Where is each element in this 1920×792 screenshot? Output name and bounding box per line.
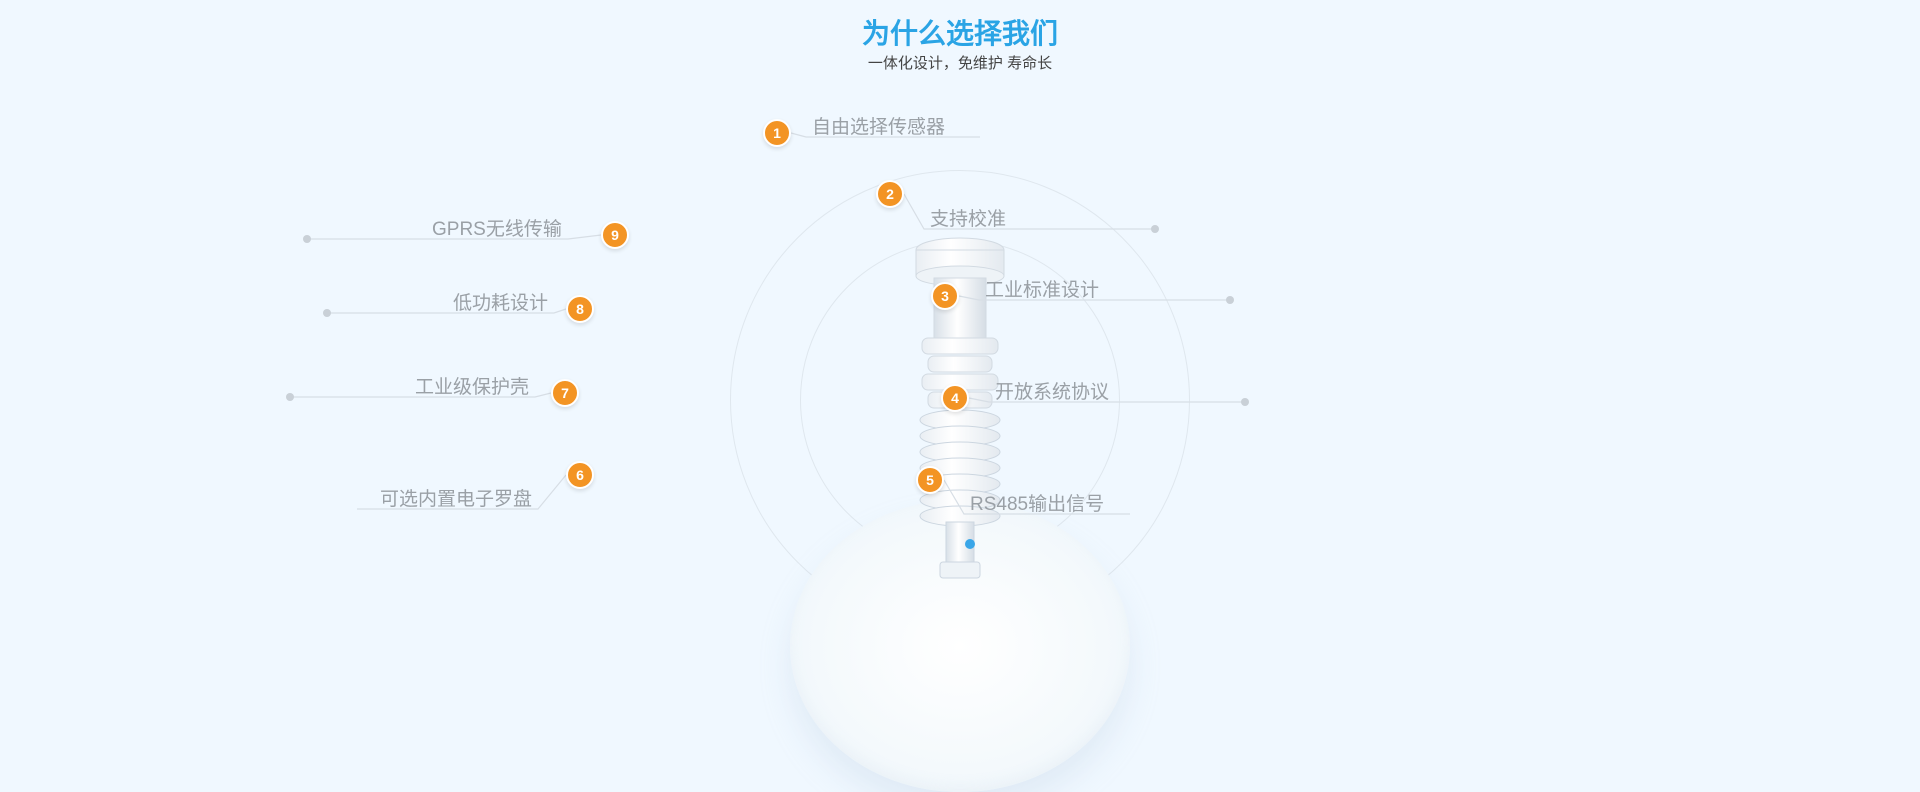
feature-badge-number: 2 xyxy=(886,186,894,202)
feature-badge-2: 2 xyxy=(876,180,904,208)
feature-badge-3: 3 xyxy=(931,282,959,310)
feature-label: RS485输出信号 xyxy=(970,489,1104,516)
feature-badge-number: 3 xyxy=(941,288,949,304)
feature-badge-4: 4 xyxy=(941,384,969,412)
feature-badge-9: 9 xyxy=(601,221,629,249)
page-title: 为什么选择我们 xyxy=(862,12,1058,52)
feature-label: 支持校准 xyxy=(930,204,1006,231)
connector-dot xyxy=(1151,225,1159,233)
feature-badge-6: 6 xyxy=(566,461,594,489)
connector-dot xyxy=(286,393,294,401)
feature-label: 开放系统协议 xyxy=(995,377,1109,404)
feature-badge-7: 7 xyxy=(551,379,579,407)
connector-dot xyxy=(1241,398,1249,406)
connector-dot xyxy=(1226,296,1234,304)
feature-badge-number: 1 xyxy=(773,125,781,141)
feature-badge-number: 8 xyxy=(576,301,584,317)
feature-label: 自由选择传感器 xyxy=(812,112,945,139)
connector-dot xyxy=(303,235,311,243)
feature-label: 工业级保护壳 xyxy=(415,372,529,399)
feature-badge-number: 6 xyxy=(576,467,584,483)
feature-label: 低功耗设计 xyxy=(453,288,548,315)
feature-badge-8: 8 xyxy=(566,295,594,323)
feature-label: 可选内置电子罗盘 xyxy=(380,484,532,511)
feature-badge-number: 9 xyxy=(611,227,619,243)
feature-badge-number: 5 xyxy=(926,472,934,488)
feature-badge-number: 4 xyxy=(951,390,959,406)
feature-label: 工业标准设计 xyxy=(985,275,1099,302)
feature-badge-5: 5 xyxy=(916,466,944,494)
feature-badge-number: 7 xyxy=(561,385,569,401)
page-subtitle: 一体化设计，免维护 寿命长 xyxy=(868,52,1052,73)
connector-dot xyxy=(323,309,331,317)
feature-badge-1: 1 xyxy=(763,119,791,147)
feature-label: GPRS无线传输 xyxy=(432,214,562,241)
